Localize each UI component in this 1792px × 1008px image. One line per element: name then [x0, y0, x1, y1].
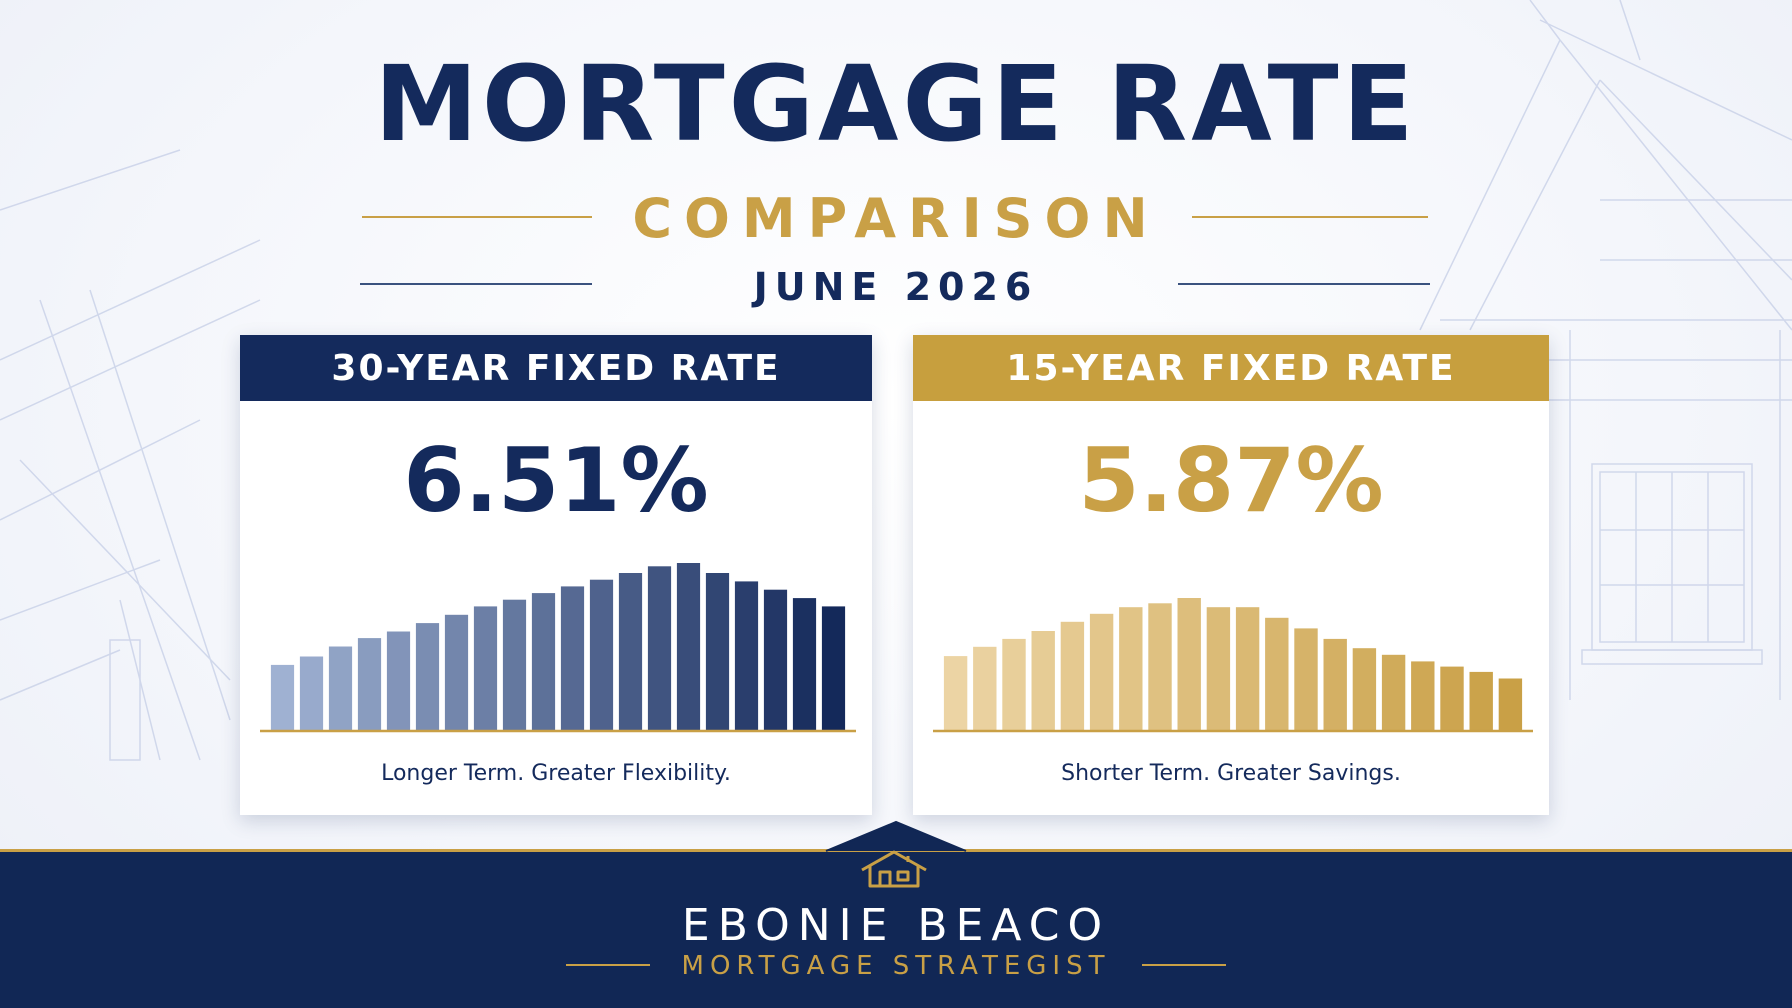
- bar: [1206, 607, 1231, 730]
- brand-role: MORTGAGE STRATEGIST: [681, 951, 1111, 981]
- bar: [270, 664, 295, 730]
- bar: [1148, 603, 1172, 730]
- bar: [1323, 638, 1347, 730]
- page-title: MORTGAGE RATE: [374, 43, 1418, 165]
- page-subtitle: COMPARISON: [632, 187, 1160, 250]
- bar: [328, 646, 353, 730]
- bar: [1060, 621, 1085, 730]
- bar: [1265, 617, 1289, 730]
- bar: [618, 573, 643, 730]
- card-30-year-tagline: Longer Term. Greater Flexibility.: [381, 761, 731, 786]
- bar: [560, 586, 585, 730]
- brand-name: EBONIE BEACO: [681, 900, 1111, 951]
- role-rule-left: [566, 964, 650, 966]
- date-rule-left: [360, 283, 592, 285]
- bar: [1411, 661, 1435, 730]
- bar: [1469, 671, 1493, 730]
- role-rule-right: [1142, 964, 1226, 966]
- bar: [502, 599, 527, 730]
- bar: [1294, 628, 1318, 730]
- bar: [1119, 607, 1143, 730]
- report-date: JUNE 2026: [753, 265, 1039, 309]
- house-icon: [861, 850, 927, 888]
- bar: [1381, 654, 1406, 730]
- bar: [973, 646, 997, 730]
- bar: [705, 573, 730, 730]
- bar: [763, 589, 788, 730]
- footer: [0, 850, 1792, 1008]
- card-15-year-rate: 5.87%: [1078, 429, 1384, 532]
- bar: [821, 606, 846, 730]
- bar: [473, 606, 498, 730]
- bar: [589, 579, 614, 730]
- card-15-year-tagline: Shorter Term. Greater Savings.: [1061, 761, 1401, 786]
- card-15-year-label: 15-YEAR FIXED RATE: [913, 335, 1549, 401]
- bar: [1031, 631, 1055, 730]
- bar: [1089, 613, 1114, 730]
- bar: [1498, 678, 1523, 730]
- bar: [1235, 607, 1260, 730]
- card-15-year: 15-YEAR FIXED RATE 5.87% Shorter Term. G…: [913, 335, 1549, 815]
- header: MORTGAGE RATE COMPARISON JUNE 2026: [0, 0, 1792, 330]
- date-rule-right: [1178, 283, 1430, 285]
- bar: [1002, 638, 1026, 730]
- bar: [386, 631, 411, 730]
- bar: [444, 614, 469, 730]
- subtitle-rule-right: [1192, 216, 1428, 218]
- bar: [1177, 598, 1201, 730]
- card-30-year: 30-YEAR FIXED RATE 6.51% Longer Term. Gr…: [240, 335, 872, 815]
- bar: [299, 656, 324, 730]
- bar: [734, 581, 759, 730]
- bar: [1440, 666, 1464, 730]
- bar: [676, 563, 701, 730]
- bar: [357, 638, 382, 730]
- bar: [415, 623, 440, 730]
- bar: [1352, 648, 1377, 730]
- bar: [792, 598, 817, 730]
- bar: [943, 656, 968, 730]
- card-30-year-bar-chart: [260, 563, 856, 733]
- bar: [531, 593, 556, 730]
- subtitle-rule-left: [362, 216, 592, 218]
- card-30-year-label: 30-YEAR FIXED RATE: [240, 335, 872, 401]
- card-30-year-rate: 6.51%: [403, 429, 709, 532]
- card-15-year-bar-chart: [933, 598, 1533, 733]
- bar: [647, 566, 672, 730]
